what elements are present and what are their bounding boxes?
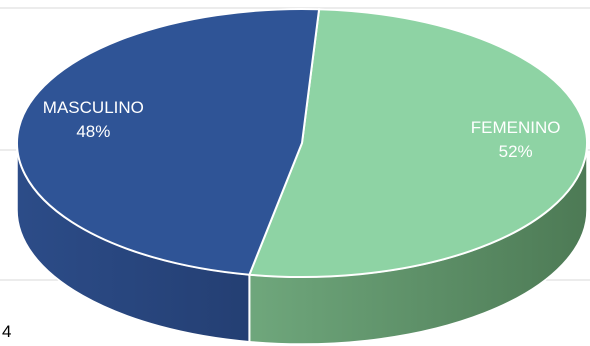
slice-label-category: MASCULINO <box>43 98 144 117</box>
slice-label-value: 48% <box>76 122 110 141</box>
pie-tops <box>16 8 588 278</box>
pie-slice-femenino <box>247 8 588 278</box>
slice-label-value: 52% <box>499 142 533 161</box>
slice-labels: FEMENINO 52% MASCULINO 48% <box>43 98 561 161</box>
slice-label-category: FEMENINO <box>471 118 561 137</box>
pie-slice-masculino <box>16 8 321 276</box>
page-number: 4 <box>2 322 12 341</box>
